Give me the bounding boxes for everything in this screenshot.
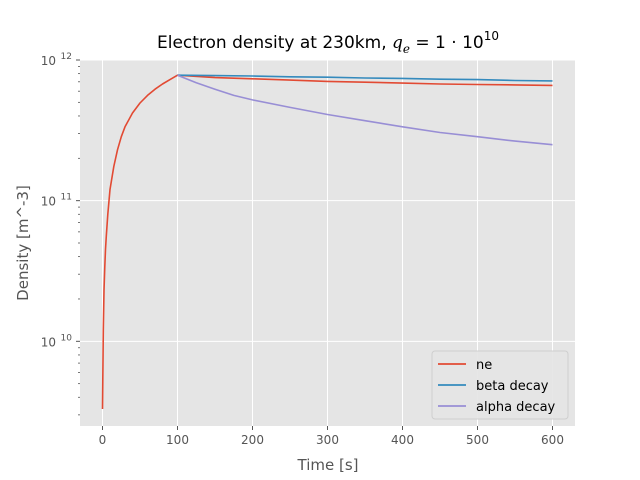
y-tick-exponent: 11 <box>61 193 72 203</box>
x-tick-label: 0 <box>99 433 107 447</box>
y-tick-label: 10 <box>41 195 56 209</box>
chart-title: Electron density at 230km, qe = 1 · 1010 <box>157 29 499 56</box>
y-tick-label: 10 <box>41 335 56 349</box>
series-lines <box>101 74 553 410</box>
x-tick-label: 300 <box>316 433 339 447</box>
x-tick-label: 100 <box>166 433 189 447</box>
title-exponent: 10 <box>484 29 499 43</box>
title-q-symbol: q <box>392 33 403 53</box>
title-equation: = 1 · 10 <box>410 33 484 53</box>
legend-label: ne <box>476 358 492 373</box>
series-line-ne <box>101 74 553 410</box>
y-tick-label: 10 <box>41 54 56 68</box>
y-axis-ticks: 10 10 10 11 10 12 <box>41 52 80 416</box>
legend-label: beta decay <box>476 379 549 394</box>
x-tick-label: 600 <box>541 433 564 447</box>
series-line-beta-decay <box>177 74 553 82</box>
x-tick-label: 200 <box>241 433 264 447</box>
y-tick-exponent: 10 <box>61 333 73 343</box>
title-prefix: Electron density at 230km, <box>157 33 392 53</box>
legend-box <box>431 350 569 420</box>
y-tick-exponent: 12 <box>61 52 72 62</box>
x-tick-label: 400 <box>391 433 414 447</box>
title-q-subscript: e <box>403 42 410 56</box>
legend-label: alpha decay <box>476 400 556 415</box>
legend: ne beta decay alpha decay <box>431 350 569 420</box>
x-tick-label: 500 <box>466 433 489 447</box>
x-axis-label: Time [s] <box>297 456 359 474</box>
y-axis-label: Density [m^-3] <box>14 185 32 301</box>
series-line-alpha-decay <box>177 74 553 146</box>
x-axis-ticks: 0 100 200 300 400 500 600 <box>99 426 564 447</box>
